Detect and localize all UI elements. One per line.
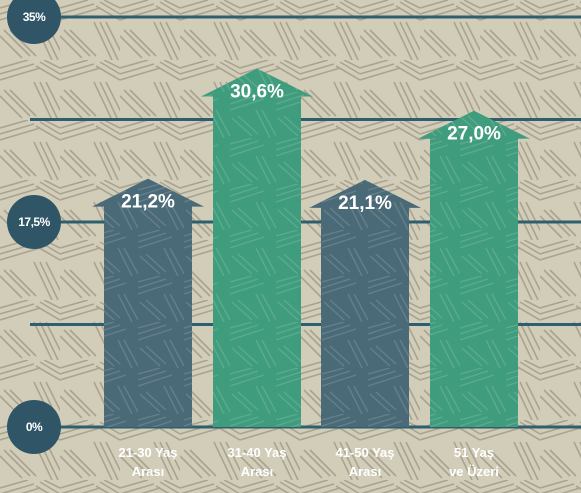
- category-label-line2: Arası: [241, 464, 274, 479]
- category-label-line1: 51 Yaş: [454, 445, 494, 460]
- value-label: 30,6%: [230, 82, 284, 103]
- bar-2: [201, 68, 313, 428]
- bar-texture: [309, 179, 421, 427]
- badge-circle: [7, 400, 61, 454]
- value-label: 21,2%: [121, 192, 175, 213]
- bar-texture: [418, 110, 530, 427]
- value-label: 27,0%: [447, 124, 501, 145]
- y-tick-badge: 0%: [7, 400, 61, 454]
- category-label-line2: ve Üzeri: [449, 464, 499, 479]
- category-label-line1: 21-30 Yaş: [118, 445, 177, 460]
- y-tick-label: 35%: [23, 10, 46, 24]
- value-label: 21,1%: [338, 193, 392, 214]
- bar-3: [309, 179, 421, 427]
- y-tick-badge: 35%: [7, 0, 61, 44]
- bar-texture: [92, 178, 204, 427]
- category-label-line1: 41-50 Yaş: [335, 445, 394, 460]
- badge-circle: [7, 0, 61, 44]
- y-tick-badge: 17,5%: [7, 195, 61, 249]
- category-label-line2: Arası: [349, 464, 382, 479]
- bar-4: [418, 110, 530, 427]
- y-tick-label: 17,5%: [18, 215, 50, 229]
- category-label-line2: Arası: [132, 464, 165, 479]
- bar-1: [92, 178, 204, 427]
- y-axis-badges: 35% 17,5% 0%: [7, 0, 61, 454]
- category-label-line1: 31-40 Yaş: [227, 445, 286, 460]
- bar-texture: [201, 68, 313, 428]
- y-tick-label: 0%: [26, 420, 43, 434]
- value-labels: 21,2% 30,6% 21,1% 27,0%: [121, 82, 501, 214]
- category-labels: 21-30 Yaş Arası 31-40 Yaş Arası 41-50 Yaş Ara…: [118, 445, 498, 479]
- bars: [92, 68, 530, 428]
- badge-circle: [7, 195, 61, 249]
